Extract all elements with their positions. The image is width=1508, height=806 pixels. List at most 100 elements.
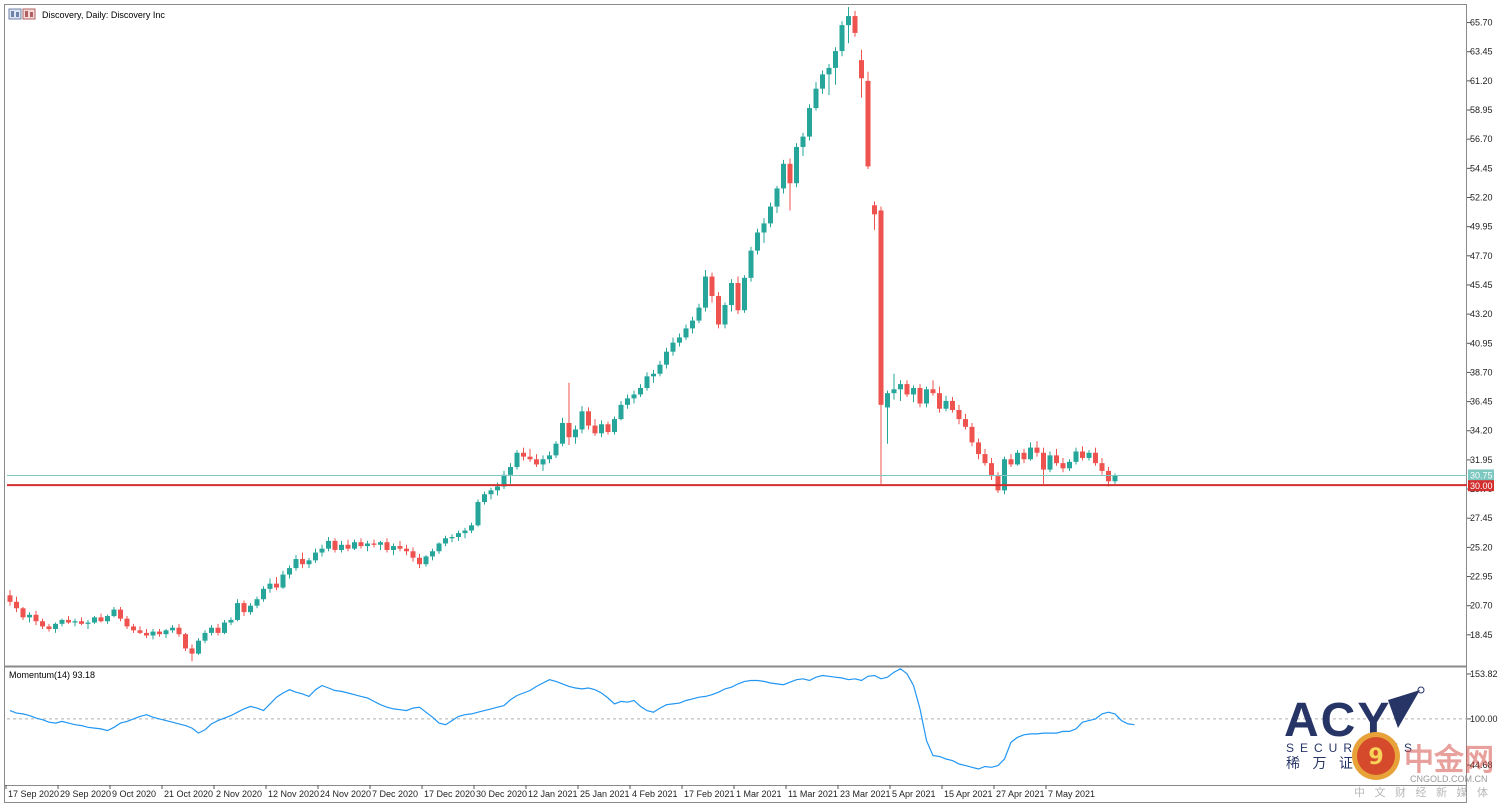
candle-down bbox=[982, 454, 988, 464]
candle-up bbox=[326, 540, 331, 549]
candle-down bbox=[930, 389, 936, 394]
price-tick-label: 52.20 bbox=[1470, 192, 1493, 202]
candle-up bbox=[105, 616, 110, 622]
candle-down bbox=[1008, 459, 1014, 465]
candle-up bbox=[495, 486, 500, 491]
candle-down bbox=[46, 626, 52, 630]
candle-up bbox=[755, 232, 760, 251]
candle-up bbox=[839, 25, 845, 52]
cngold-url: CNGOLD.COM.CN bbox=[1410, 774, 1488, 784]
candle-up bbox=[469, 525, 474, 531]
price-tick-label: 34.20 bbox=[1470, 426, 1493, 436]
candle-up bbox=[664, 351, 669, 365]
candle-up bbox=[540, 459, 546, 465]
candle-down bbox=[144, 632, 149, 636]
candle-down bbox=[183, 634, 188, 649]
chart-window-icon bbox=[8, 8, 36, 20]
svg-text:9: 9 bbox=[1368, 745, 1383, 770]
support-level-tag bbox=[1468, 480, 1494, 492]
candle-down bbox=[566, 422, 572, 438]
candle-up bbox=[774, 188, 780, 207]
candle-up bbox=[462, 530, 468, 534]
acy-registered-mark bbox=[1417, 686, 1425, 694]
candle-up bbox=[228, 619, 234, 623]
candle-up bbox=[677, 337, 682, 343]
momentum-tick-label: 100.00 bbox=[1470, 714, 1498, 724]
price-tick-label: 18.45 bbox=[1470, 630, 1493, 640]
price-tick-label: 49.95 bbox=[1470, 222, 1493, 232]
candle-down bbox=[1041, 452, 1046, 470]
candle-down bbox=[963, 419, 968, 427]
candle-up bbox=[501, 474, 507, 487]
candle-up bbox=[1002, 459, 1007, 491]
candle-up bbox=[1067, 461, 1072, 469]
candle-up bbox=[807, 108, 812, 137]
current-price-tag-label: 30.75 bbox=[1470, 470, 1493, 480]
candle-down bbox=[417, 557, 422, 565]
candle-up bbox=[651, 373, 656, 377]
candle-up bbox=[436, 543, 442, 552]
candle-up bbox=[898, 384, 903, 390]
candle-up bbox=[430, 551, 435, 557]
candle-up bbox=[924, 389, 929, 404]
candle-up bbox=[27, 614, 32, 618]
candle-up bbox=[209, 627, 214, 633]
candle-down bbox=[157, 631, 162, 635]
price-tick-label: 58.95 bbox=[1470, 105, 1493, 115]
candle-down bbox=[605, 424, 611, 433]
candle-down bbox=[917, 387, 923, 404]
candle-up bbox=[92, 617, 97, 623]
candle-up bbox=[488, 490, 494, 495]
candle-up bbox=[59, 619, 65, 624]
candle-down bbox=[66, 619, 71, 623]
time-tick-label: 25 Jan 2021 bbox=[580, 789, 630, 799]
candle-up bbox=[248, 605, 253, 613]
candle-up bbox=[254, 599, 260, 606]
candle-up bbox=[261, 588, 266, 600]
candle-down bbox=[969, 426, 975, 443]
time-tick-label: 12 Nov 2020 bbox=[268, 789, 319, 799]
candle-up bbox=[560, 422, 565, 444]
price-tick-label: 63.45 bbox=[1470, 47, 1493, 57]
candle-down bbox=[716, 295, 721, 325]
candle-up bbox=[111, 609, 117, 617]
candle-up bbox=[423, 556, 429, 565]
candle-up bbox=[748, 250, 754, 278]
candle-up bbox=[625, 398, 630, 405]
candle-down bbox=[859, 60, 864, 79]
time-tick-label: 2 Nov 2020 bbox=[216, 789, 262, 799]
time-tick-label: 17 Dec 2020 bbox=[424, 789, 475, 799]
time-tick-label: 5 Apr 2021 bbox=[892, 789, 936, 799]
candle-up bbox=[547, 455, 552, 460]
candle-up bbox=[475, 502, 481, 526]
candle-up bbox=[202, 632, 208, 641]
candle-down bbox=[937, 393, 942, 409]
candle-up bbox=[85, 622, 91, 624]
candle-up bbox=[72, 621, 78, 623]
time-tick-label: 17 Feb 2021 bbox=[684, 789, 735, 799]
time-tick-label: 9 Oct 2020 bbox=[112, 789, 156, 799]
candle-down bbox=[950, 400, 955, 411]
price-axis: 65.70 63.45 61.20 58.95 56.70 54.45 52.20 49.95… bbox=[1467, 18, 1493, 640]
candle-down bbox=[332, 540, 338, 550]
momentum-tick-label: 153.82 bbox=[1470, 669, 1498, 679]
candle-down bbox=[131, 626, 136, 631]
candle-up bbox=[683, 328, 689, 338]
candle-down bbox=[124, 618, 130, 627]
time-tick-label: 24 Nov 2020 bbox=[320, 789, 371, 799]
candle-up bbox=[703, 276, 708, 308]
time-tick-label: 21 Oct 2020 bbox=[164, 789, 213, 799]
candle-down bbox=[1021, 452, 1027, 460]
candle-up bbox=[449, 537, 455, 539]
price-tick-label: 36.45 bbox=[1470, 397, 1493, 407]
candle-down bbox=[7, 595, 13, 602]
candles-layer bbox=[7, 7, 1118, 662]
candle-down bbox=[358, 542, 364, 547]
candle-up bbox=[508, 467, 513, 475]
candle-down bbox=[735, 283, 741, 311]
candle-up bbox=[553, 443, 559, 456]
candle-up bbox=[1015, 452, 1020, 465]
candle-down bbox=[404, 548, 409, 552]
candle-up bbox=[579, 411, 585, 430]
